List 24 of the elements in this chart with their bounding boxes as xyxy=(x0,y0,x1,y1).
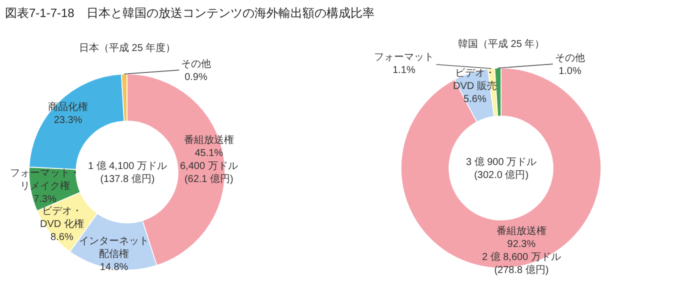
slice-label: その他 xyxy=(555,52,585,64)
data-label: 23.3% xyxy=(54,115,82,126)
slice-label: その他 xyxy=(181,58,211,70)
slice-label: フォーマット xyxy=(374,52,434,63)
slice-label: 番組放送権 xyxy=(184,134,234,146)
slice-label: ビデオ・DVD 販売 xyxy=(453,68,497,92)
data-label: 8.6% xyxy=(50,232,74,243)
slice-label: 番組放送権 xyxy=(496,225,546,237)
text: 3 億 900 万ドル (302.0 億円) xyxy=(466,156,537,181)
text: 1 億 4,100 万ドル (137.8 億円) xyxy=(88,160,167,185)
slice-label: フォーマット・リメイク権 xyxy=(10,168,80,192)
chart-title: 図表7-1-7-18 日本と韓国の放送コンテンツの海外輸出額の構成比率 xyxy=(5,6,374,20)
slice-label: インターネット配信権 xyxy=(79,236,149,260)
data-label: 0.9% xyxy=(184,72,208,83)
slice-label: ビデオ・DVD 化権 xyxy=(40,206,84,230)
data-label: 92.3% 2 億 8,600 万ドル (278.8 億円) xyxy=(482,239,561,276)
chart-title: 韓国（平成 25 年） xyxy=(458,38,545,50)
data-label: 45.1% 6,400 万ドル (62.1 億円) xyxy=(180,148,238,185)
chart-subtitle: 日本（平成 25 年度） xyxy=(79,42,176,54)
data-label: 1.0% xyxy=(558,66,582,77)
data-label: 14.8% xyxy=(100,262,128,273)
data-label: 1.1% xyxy=(392,65,416,76)
data-label: 5.6% xyxy=(464,94,486,105)
data-label: 7.3% xyxy=(34,194,57,205)
